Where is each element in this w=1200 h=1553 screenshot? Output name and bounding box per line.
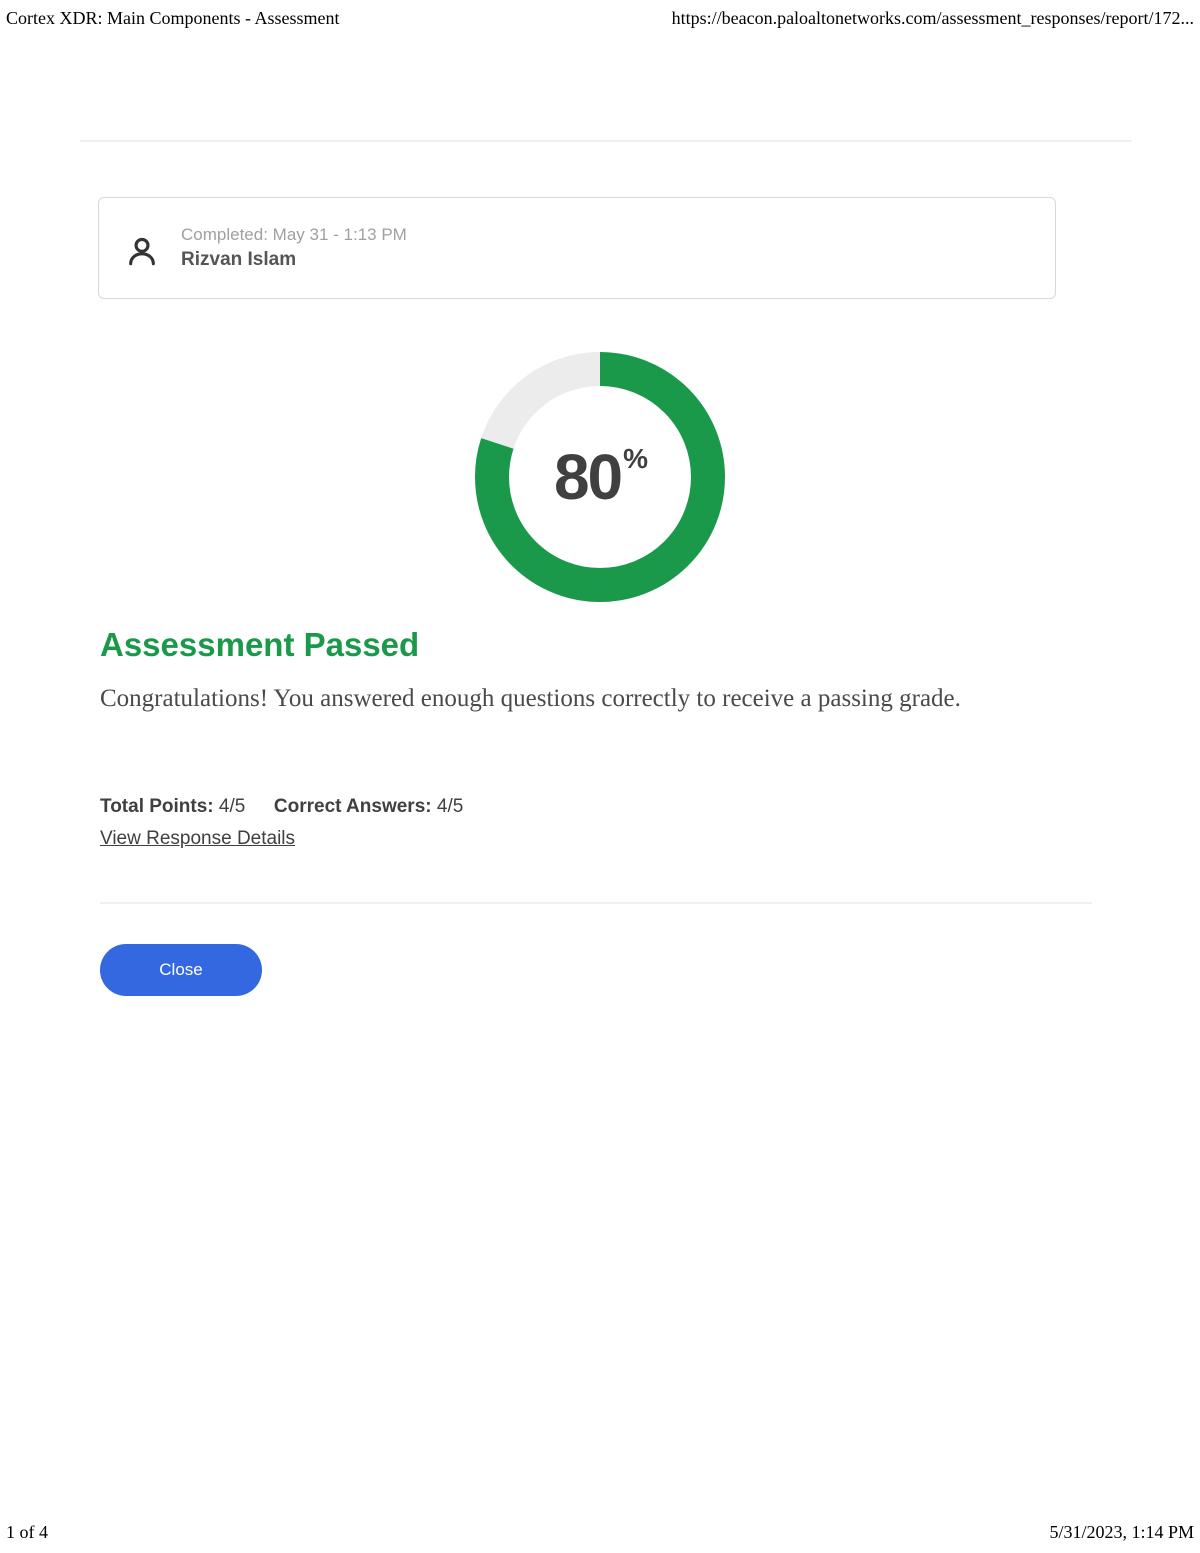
user-name: Rizvan Islam — [181, 249, 407, 271]
correct-answers-value: 4/5 — [432, 796, 464, 817]
document-url: https://beacon.paloaltonetworks.com/asse… — [672, 8, 1194, 29]
document-title: Cortex XDR: Main Components - Assessment — [6, 8, 340, 29]
result-message: Congratulations! You answered enough que… — [100, 676, 1090, 721]
total-points-label: Total Points: — [100, 796, 214, 817]
divider-bottom — [100, 902, 1092, 904]
close-button[interactable]: Close — [100, 944, 262, 996]
score-chart: 80 % — [0, 352, 1200, 602]
user-meta: Completed: May 31 - 1:13 PM Rizvan Islam — [181, 225, 407, 271]
print-footer: 1 of 4 5/31/2023, 1:14 PM — [6, 1522, 1194, 1543]
person-icon — [125, 234, 159, 268]
print-header: Cortex XDR: Main Components - Assessment… — [6, 8, 1194, 29]
total-points-value: 4/5 — [214, 796, 246, 817]
result-title: Assessment Passed — [100, 626, 419, 664]
user-card: Completed: May 31 - 1:13 PM Rizvan Islam — [98, 197, 1056, 299]
percent-sign: % — [623, 443, 648, 475]
score-label: 80 % — [475, 352, 725, 602]
divider-top — [80, 140, 1132, 142]
score-percent: 80 — [554, 440, 621, 514]
stats-row: Total Points: 4/5 Correct Answers: 4/5 — [100, 796, 463, 818]
correct-answers-label: Correct Answers: — [274, 796, 432, 817]
print-timestamp: 5/31/2023, 1:14 PM — [1049, 1522, 1194, 1543]
completed-timestamp: Completed: May 31 - 1:13 PM — [181, 225, 407, 245]
view-response-details-link[interactable]: View Response Details — [100, 828, 295, 850]
page-indicator: 1 of 4 — [6, 1522, 48, 1543]
